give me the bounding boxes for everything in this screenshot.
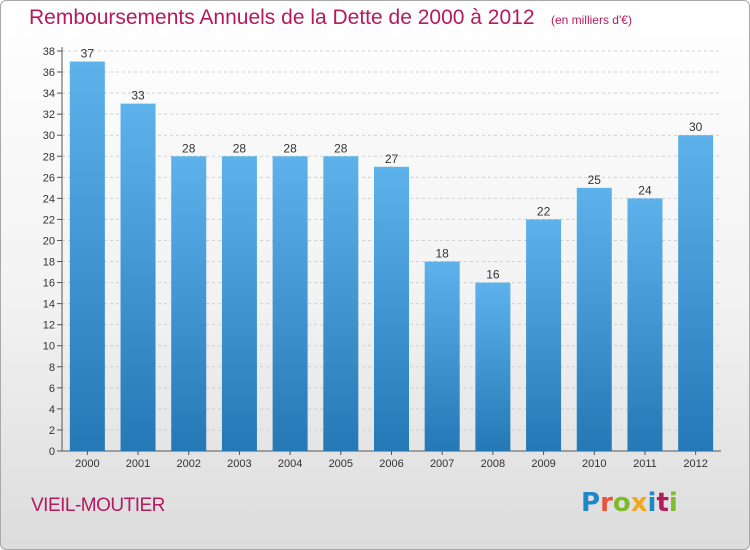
data-label-2000: 37 [81,47,95,61]
y-tick-label: 34 [43,88,55,100]
x-tick-label-2005: 2005 [329,458,353,470]
bar-2003 [221,156,257,451]
bar-2006 [374,166,409,451]
x-tick-label-2003: 2003 [227,458,251,470]
bar-2008 [475,282,511,451]
bar-2001 [120,103,156,451]
data-label-2006: 27 [385,152,399,166]
y-tick-label: 20 [43,235,55,247]
y-tick-label: 4 [49,404,55,416]
x-tick-label-2006: 2006 [379,458,403,470]
chart-unit: (en milliers d'€) [550,13,632,27]
bars [69,61,714,452]
x-tick-label-2002: 2002 [176,458,200,470]
commune-name: VIEIL-MOUTIER [31,495,165,516]
y-tick-label: 36 [43,67,55,79]
y-tick-label: 2 [49,425,55,437]
chart-header: Remboursements Annuels de la Dette de 20… [29,6,632,30]
y-tick-label: 10 [43,341,55,353]
y-tick-label: 28 [43,151,55,163]
y-tick-label: 12 [43,320,55,332]
y-tick-label: 0 [49,446,55,458]
bar-2007 [424,261,460,451]
bar-2004 [272,156,308,451]
data-label-2007: 18 [436,247,450,261]
x-tick-label-2007: 2007 [430,458,454,470]
bar-2010 [576,187,612,451]
y-tick-label: 24 [43,193,55,205]
y-tick-label: 16 [43,278,55,290]
data-label-2003: 28 [233,141,247,155]
bar-2009 [526,219,562,451]
y-tick-label: 18 [43,257,55,269]
x-tick-label-2011: 2011 [633,458,657,470]
y-tick-label: 6 [49,383,55,395]
y-tick-label: 22 [43,214,55,226]
x-tick-label-2004: 2004 [278,458,302,470]
data-label-2012: 30 [689,120,703,134]
proxiti-logo: Proxiti [581,488,678,518]
data-label-2008: 16 [486,268,500,282]
y-tick-label: 8 [49,362,55,374]
bar-2011 [627,198,663,451]
data-label-2004: 28 [283,141,297,155]
x-tick-label-2009: 2009 [531,458,555,470]
data-label-2002: 28 [182,141,196,155]
x-tick-label-2010: 2010 [582,458,606,470]
bar-2005 [323,156,359,451]
x-tick-label-2001: 2001 [126,458,150,470]
data-label-2009: 22 [537,204,551,218]
y-tick-label: 32 [43,109,55,121]
bar-2002 [171,156,207,451]
y-tick-label: 26 [43,172,55,184]
data-label-2001: 33 [131,89,145,103]
chart-title: Remboursements Annuels de la Dette de 20… [29,6,535,29]
x-tick-label-2000: 2000 [75,458,99,470]
bar-2000 [69,61,105,452]
data-labels: 37 33 28 28 28 28 27 18 16 22 25 24 30 [81,47,703,282]
x-tick-label-2008: 2008 [481,458,505,470]
y-tick-label: 38 [43,46,55,58]
data-label-2010: 25 [588,173,602,187]
bar-2012 [678,135,714,452]
x-tick-label-2012: 2012 [683,458,707,470]
y-tick-label: 30 [43,130,55,142]
y-tick-label: 14 [43,299,55,311]
data-label-2005: 28 [334,141,348,155]
data-label-2011: 24 [638,183,652,197]
